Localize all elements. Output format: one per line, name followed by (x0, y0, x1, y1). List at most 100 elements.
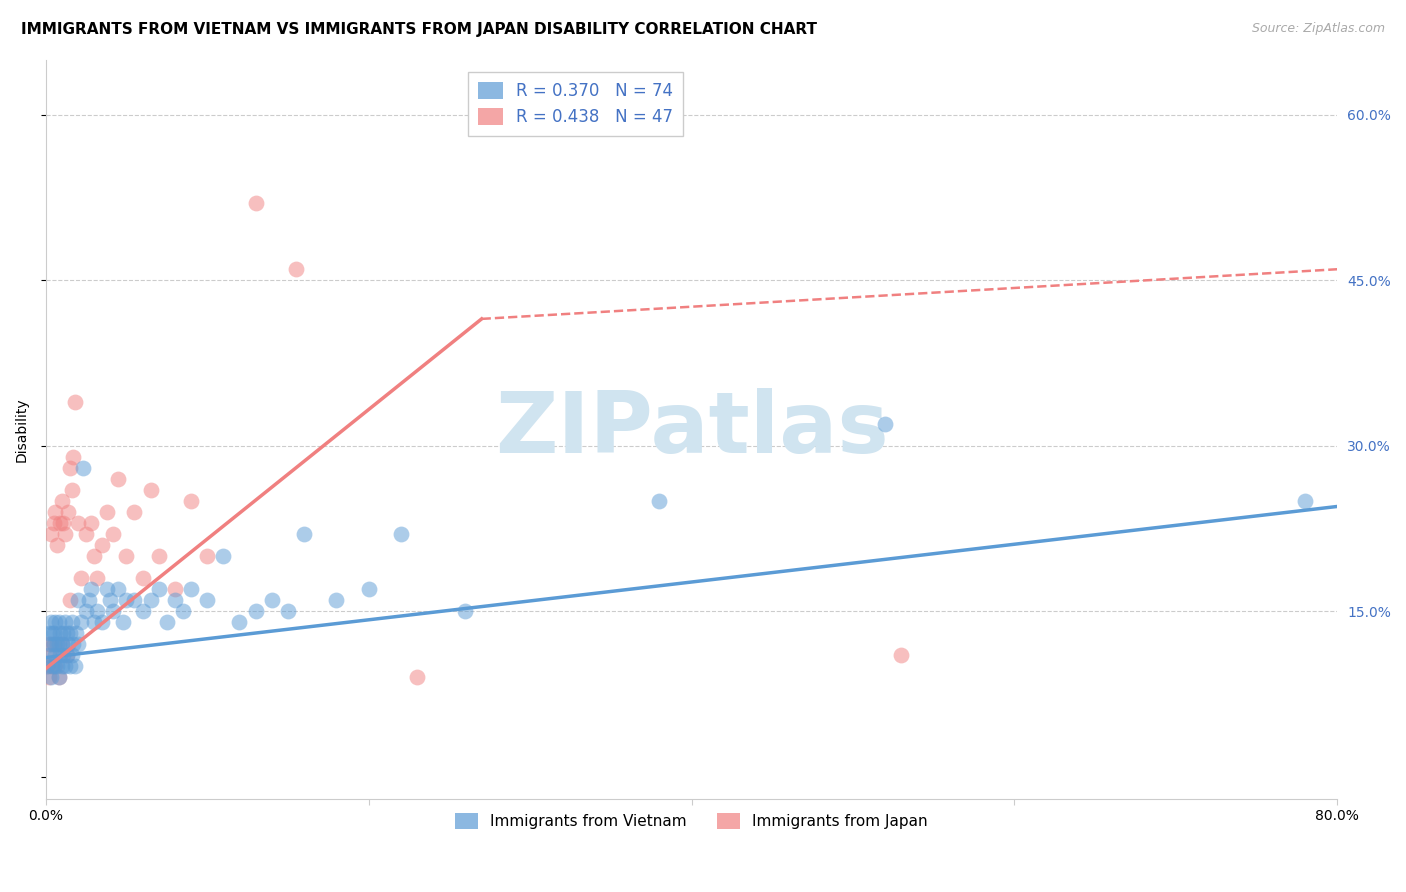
Point (80, 582, 103, 597)
Y-axis label: Disability: Disability (15, 397, 30, 461)
Point (86, 604, 108, 618)
Point (107, 582, 129, 597)
Point (124, 593, 146, 607)
Point (42, 637, 65, 651)
Point (454, 604, 477, 618)
Point (86, 571, 108, 585)
Point (180, 494, 202, 508)
Point (37, 659, 59, 673)
Point (72, 460, 94, 475)
Point (1294, 494, 1316, 508)
Point (124, 505, 146, 519)
Point (292, 527, 315, 541)
Point (62, 450, 84, 464)
Point (53, 659, 76, 673)
Point (59, 460, 82, 475)
Point (98, 593, 121, 607)
Point (91, 538, 114, 552)
Point (60, 483, 83, 497)
Point (48, 637, 70, 651)
Point (46, 538, 69, 552)
Point (41, 648, 63, 663)
Point (228, 615, 250, 630)
Point (53, 615, 76, 630)
Point (51, 637, 73, 651)
Point (38, 637, 60, 651)
Point (65, 626, 87, 640)
Point (875, 417, 897, 431)
Point (59, 659, 82, 673)
Point (66, 637, 89, 651)
Point (131, 571, 153, 585)
Point (66, 516, 89, 530)
Point (49, 648, 72, 663)
Point (172, 604, 194, 618)
Point (80, 516, 103, 530)
Point (49, 626, 72, 640)
Point (115, 593, 138, 607)
Point (83, 549, 105, 563)
Point (83, 615, 105, 630)
Point (406, 670, 429, 684)
Point (277, 604, 299, 618)
Point (46, 659, 69, 673)
Point (96, 582, 118, 597)
Point (357, 582, 380, 597)
Point (42, 637, 65, 651)
Point (103, 604, 125, 618)
Point (75, 527, 97, 541)
Point (41, 626, 63, 640)
Point (62, 637, 84, 651)
Point (325, 593, 347, 607)
Point (38, 670, 60, 684)
Point (156, 615, 179, 630)
Text: Source: ZipAtlas.com: Source: ZipAtlas.com (1251, 22, 1385, 36)
Point (52, 648, 75, 663)
Point (41, 659, 63, 673)
Point (48, 670, 70, 684)
Point (39, 637, 62, 651)
Point (39, 659, 62, 673)
Point (59, 626, 82, 640)
Point (60, 615, 83, 630)
Point (42, 626, 65, 640)
Text: ZIPatlas: ZIPatlas (495, 388, 889, 471)
Point (284, 262, 307, 277)
Point (163, 593, 186, 607)
Point (131, 604, 153, 618)
Point (44, 615, 66, 630)
Point (59, 593, 82, 607)
Point (39, 527, 62, 541)
Point (648, 494, 671, 508)
Legend: Immigrants from Vietnam, Immigrants from Japan: Immigrants from Vietnam, Immigrants from… (449, 807, 934, 836)
Point (48, 615, 70, 630)
Point (96, 505, 118, 519)
Point (38, 648, 60, 663)
Point (38, 626, 60, 640)
Point (60, 648, 83, 663)
Point (890, 648, 912, 663)
Point (77, 593, 100, 607)
Point (63, 659, 86, 673)
Point (44, 659, 66, 673)
Point (163, 582, 186, 597)
Point (91, 615, 114, 630)
Point (103, 527, 125, 541)
Text: IMMIGRANTS FROM VIETNAM VS IMMIGRANTS FROM JAPAN DISABILITY CORRELATION CHART: IMMIGRANTS FROM VIETNAM VS IMMIGRANTS FR… (21, 22, 817, 37)
Point (63, 394, 86, 409)
Point (260, 593, 283, 607)
Point (58, 637, 80, 651)
Point (139, 483, 162, 497)
Point (66, 593, 89, 607)
Point (389, 527, 412, 541)
Point (39, 615, 62, 630)
Point (58, 505, 80, 519)
Point (107, 472, 129, 486)
Point (70, 571, 93, 585)
Point (52, 626, 75, 640)
Point (51, 637, 73, 651)
Point (53, 527, 76, 541)
Point (195, 593, 218, 607)
Point (37, 659, 59, 673)
Point (55, 648, 77, 663)
